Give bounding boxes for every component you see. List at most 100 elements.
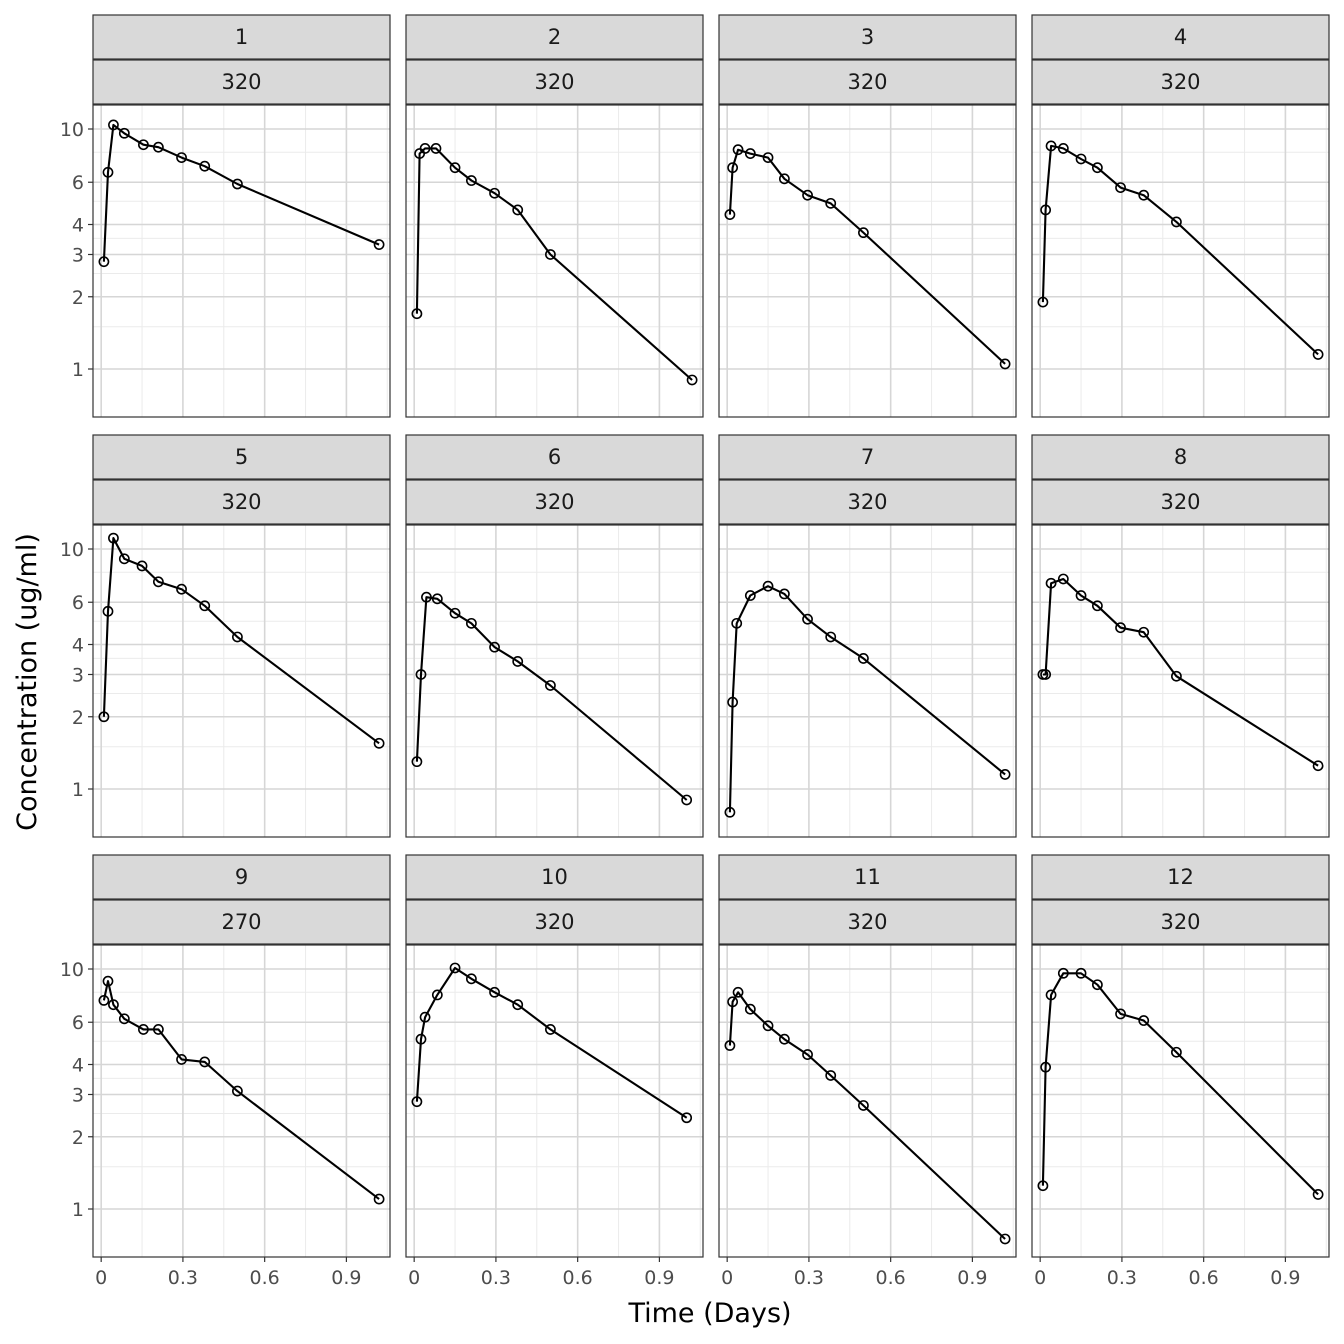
- data-point: [778, 173, 790, 185]
- strip-id-box: [1031, 854, 1330, 900]
- data-point: [681, 794, 693, 806]
- data-point: [489, 641, 500, 653]
- x-tick-label: 0.9: [644, 1267, 674, 1289]
- strip-dose-label: 320: [221, 490, 261, 514]
- series-line-8: [1042, 577, 1319, 767]
- data-point: [825, 631, 837, 643]
- data-point: [419, 143, 431, 154]
- y-tick-label: 4: [72, 215, 84, 237]
- strip-dose-label: 320: [847, 70, 887, 94]
- data-point: [686, 374, 698, 386]
- strip-id-label: 8: [1174, 445, 1187, 469]
- data-point: [419, 1011, 431, 1023]
- strip-dose-label: 320: [534, 910, 574, 934]
- data-point: [373, 1193, 385, 1205]
- data-point: [199, 160, 211, 172]
- data-point: [232, 178, 243, 190]
- data-point: [1115, 1008, 1126, 1020]
- strip-dose-label: 320: [1160, 490, 1200, 514]
- strip-dose-label: 320: [221, 70, 261, 94]
- data-point: [1312, 349, 1324, 360]
- data-point: [1040, 204, 1052, 216]
- strip-id-box: [405, 854, 704, 900]
- strip-id-box: [92, 14, 391, 60]
- data-point: [732, 986, 744, 998]
- strip-dose-box: [92, 59, 391, 105]
- data-point: [744, 1003, 756, 1015]
- data-point: [102, 605, 114, 617]
- x-tick-label: 0.3: [481, 1267, 511, 1289]
- x-tick-label: 0.3: [1107, 1267, 1137, 1289]
- data-point: [1037, 296, 1049, 308]
- data-point: [1171, 1046, 1182, 1058]
- data-point: [1057, 573, 1069, 585]
- y-tick-label: 1: [72, 1199, 84, 1221]
- strip-id-box: [718, 854, 1017, 900]
- data-point: [373, 239, 385, 250]
- strip-id-box: [92, 854, 391, 900]
- strip-dose-box: [718, 59, 1017, 105]
- data-point: [118, 1013, 130, 1025]
- series-line-12: [1041, 972, 1319, 1196]
- data-point: [1312, 1189, 1324, 1200]
- series-line-6: [415, 596, 688, 801]
- data-point: [545, 680, 556, 691]
- x-tick-label: 0.6: [563, 1267, 593, 1289]
- strip-id-box: [92, 434, 391, 480]
- y-tick-label: 10: [60, 539, 84, 561]
- x-tick-label: 0: [408, 1267, 420, 1289]
- data-point: [1057, 143, 1069, 154]
- data-point: [727, 996, 739, 1008]
- panel-border: [1031, 944, 1330, 1258]
- strip-dose-label: 270: [221, 910, 261, 934]
- strip-dose-label: 320: [847, 910, 887, 934]
- data-point: [411, 756, 423, 768]
- data-point: [1091, 979, 1103, 991]
- data-point: [199, 1056, 211, 1068]
- x-tick-label: 0.3: [794, 1267, 824, 1289]
- panel-border: [718, 524, 1017, 838]
- facet-panel-12: 12 320: [1031, 854, 1330, 1258]
- panel-border: [92, 944, 391, 1258]
- data-point: [1075, 153, 1087, 165]
- x-tick-label: 0.6: [876, 1267, 906, 1289]
- data-point: [1057, 967, 1069, 979]
- x-axis-title: Time (Days): [627, 1298, 791, 1329]
- data-point: [858, 653, 869, 664]
- strip-dose-box: [92, 899, 391, 945]
- data-point: [176, 152, 187, 164]
- data-point: [1040, 669, 1052, 680]
- data-point: [825, 1070, 837, 1081]
- data-point: [724, 806, 736, 818]
- data-point: [415, 669, 427, 680]
- strip-id-label: 10: [541, 865, 568, 889]
- data-point: [545, 1024, 556, 1035]
- y-tick-label: 2: [72, 707, 84, 729]
- data-point: [512, 656, 524, 667]
- data-point: [732, 144, 744, 156]
- facet-panel-3: 3 320: [718, 14, 1017, 418]
- y-tick-label: 1: [72, 779, 84, 801]
- strip-id-box: [405, 434, 704, 480]
- y-tick-label: 2: [72, 287, 84, 309]
- panel-border: [718, 944, 1017, 1258]
- data-point: [1171, 216, 1182, 228]
- facet-panel-2: 2 320: [405, 14, 704, 418]
- y-tick-label: 3: [72, 1084, 84, 1106]
- data-point: [411, 1096, 423, 1108]
- strip-dose-box: [718, 479, 1017, 525]
- x-tick-label: 0.9: [957, 1267, 987, 1289]
- strip-id-box: [405, 14, 704, 60]
- x-tick-label: 0.6: [250, 1267, 280, 1289]
- data-point: [421, 591, 432, 603]
- strip-id-label: 1: [235, 25, 248, 49]
- strip-dose-box: [405, 59, 704, 105]
- facet-panel-8: 8 320: [1031, 434, 1330, 838]
- data-point: [152, 141, 164, 153]
- series-line-2: [415, 147, 693, 381]
- panel-border: [405, 524, 704, 838]
- data-point: [762, 1020, 774, 1032]
- strip-id-label: 4: [1174, 25, 1187, 49]
